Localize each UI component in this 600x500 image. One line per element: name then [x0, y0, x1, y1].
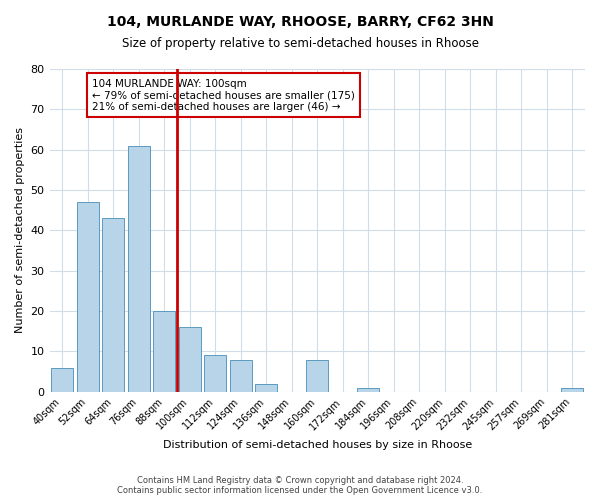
Bar [205, 356, 226, 392]
Text: Contains HM Land Registry data © Crown copyright and database right 2024.
Contai: Contains HM Land Registry data © Crown c… [118, 476, 482, 495]
Bar [103, 218, 124, 392]
Text: 104 MURLANDE WAY: 100sqm
← 79% of semi-detached houses are smaller (175)
21% of : 104 MURLANDE WAY: 100sqm ← 79% of semi-d… [92, 78, 355, 112]
Bar [230, 360, 251, 392]
Bar [52, 368, 73, 392]
Bar [256, 384, 277, 392]
Y-axis label: Number of semi-detached properties: Number of semi-detached properties [15, 128, 25, 334]
X-axis label: Distribution of semi-detached houses by size in Rhoose: Distribution of semi-detached houses by … [163, 440, 472, 450]
Bar [307, 360, 328, 392]
Bar [154, 311, 175, 392]
Text: 104, MURLANDE WAY, RHOOSE, BARRY, CF62 3HN: 104, MURLANDE WAY, RHOOSE, BARRY, CF62 3… [107, 15, 493, 29]
Text: Size of property relative to semi-detached houses in Rhoose: Size of property relative to semi-detach… [121, 38, 479, 51]
Bar [562, 388, 583, 392]
Bar [179, 327, 200, 392]
Bar [358, 388, 379, 392]
Bar [77, 202, 98, 392]
Bar [128, 146, 149, 392]
